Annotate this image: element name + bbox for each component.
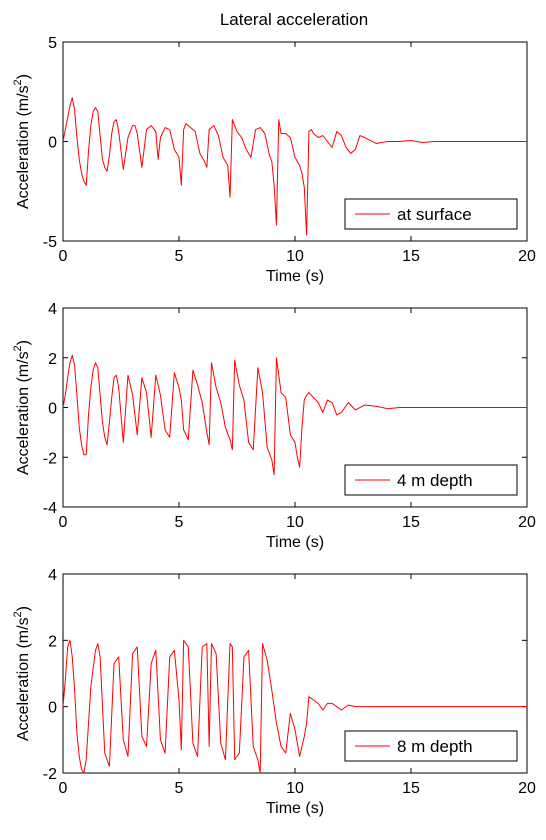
x-tick-label: 10 — [286, 514, 304, 531]
y-axis-label-main: Acceleration (m/s — [15, 85, 32, 209]
y-tick-label: 4 — [48, 567, 57, 584]
x-tick-label: 0 — [59, 780, 68, 797]
y-axis-label-superscript: 2 — [12, 611, 24, 617]
y-tick-label: -5 — [43, 234, 57, 251]
legend-label: 4 m depth — [397, 471, 473, 490]
y-tick-label: 5 — [48, 35, 57, 52]
y-axis-label-close: ) — [15, 340, 32, 345]
y-axis-label-main: Acceleration (m/s — [15, 351, 32, 475]
y-axis-label: Acceleration (m/s2) — [12, 74, 32, 209]
y-tick-label: 0 — [48, 700, 57, 717]
y-axis-label-close: ) — [15, 74, 32, 79]
y-tick-label: -2 — [43, 766, 57, 783]
y-axis-label: Acceleration (m/s2) — [12, 340, 32, 475]
x-tick-label: 10 — [286, 248, 304, 265]
legend: 4 m depth — [344, 464, 518, 496]
x-tick-label: 15 — [402, 514, 420, 531]
x-tick-label: 20 — [518, 248, 536, 265]
x-tick-label: 0 — [59, 248, 68, 265]
x-tick-label: 20 — [518, 780, 536, 797]
x-tick-label: 15 — [402, 780, 420, 797]
x-axis-label: Time (s) — [266, 534, 324, 551]
y-tick-label: 4 — [48, 301, 57, 318]
legend: 8 m depth — [344, 730, 518, 762]
chart-panel-2: 0 5 10 15 20 -4 -2 0 2 4 Time (s) Acceleration (m/s… — [12, 301, 536, 551]
x-tick-label: 20 — [518, 514, 536, 531]
x-axis-label: Time (s) — [266, 268, 324, 285]
series-line-1 — [62, 354, 527, 476]
x-tick-label: 15 — [402, 248, 420, 265]
y-tick-label: 2 — [48, 633, 57, 650]
y-axis-label-main: Acceleration (m/s — [15, 617, 32, 741]
y-tick-label: 0 — [48, 135, 57, 152]
series-line-1 — [62, 639, 527, 774]
x-tick-label: 0 — [59, 514, 68, 531]
y-tick-label: -4 — [43, 500, 57, 517]
x-tick-label: 10 — [286, 780, 304, 797]
y-axis-label-superscript: 2 — [12, 345, 24, 351]
y-tick-label: 0 — [48, 401, 57, 418]
x-tick-label: 5 — [175, 780, 184, 797]
y-axis-label: Acceleration (m/s2) — [12, 606, 32, 741]
legend: at surface — [344, 198, 518, 230]
y-tick-label: -2 — [43, 450, 57, 467]
x-axis-label: Time (s) — [266, 800, 324, 817]
y-axis-label-superscript: 2 — [12, 79, 24, 85]
x-tick-label: 5 — [175, 514, 184, 531]
x-tick-label: 5 — [175, 248, 184, 265]
figure-title: Lateral acceleration — [220, 10, 368, 29]
y-axis-label-close: ) — [15, 606, 32, 611]
legend-label: 8 m depth — [397, 737, 473, 756]
legend-label: at surface — [397, 205, 472, 224]
series-line-1 — [62, 97, 527, 236]
y-tick-label: 2 — [48, 351, 57, 368]
